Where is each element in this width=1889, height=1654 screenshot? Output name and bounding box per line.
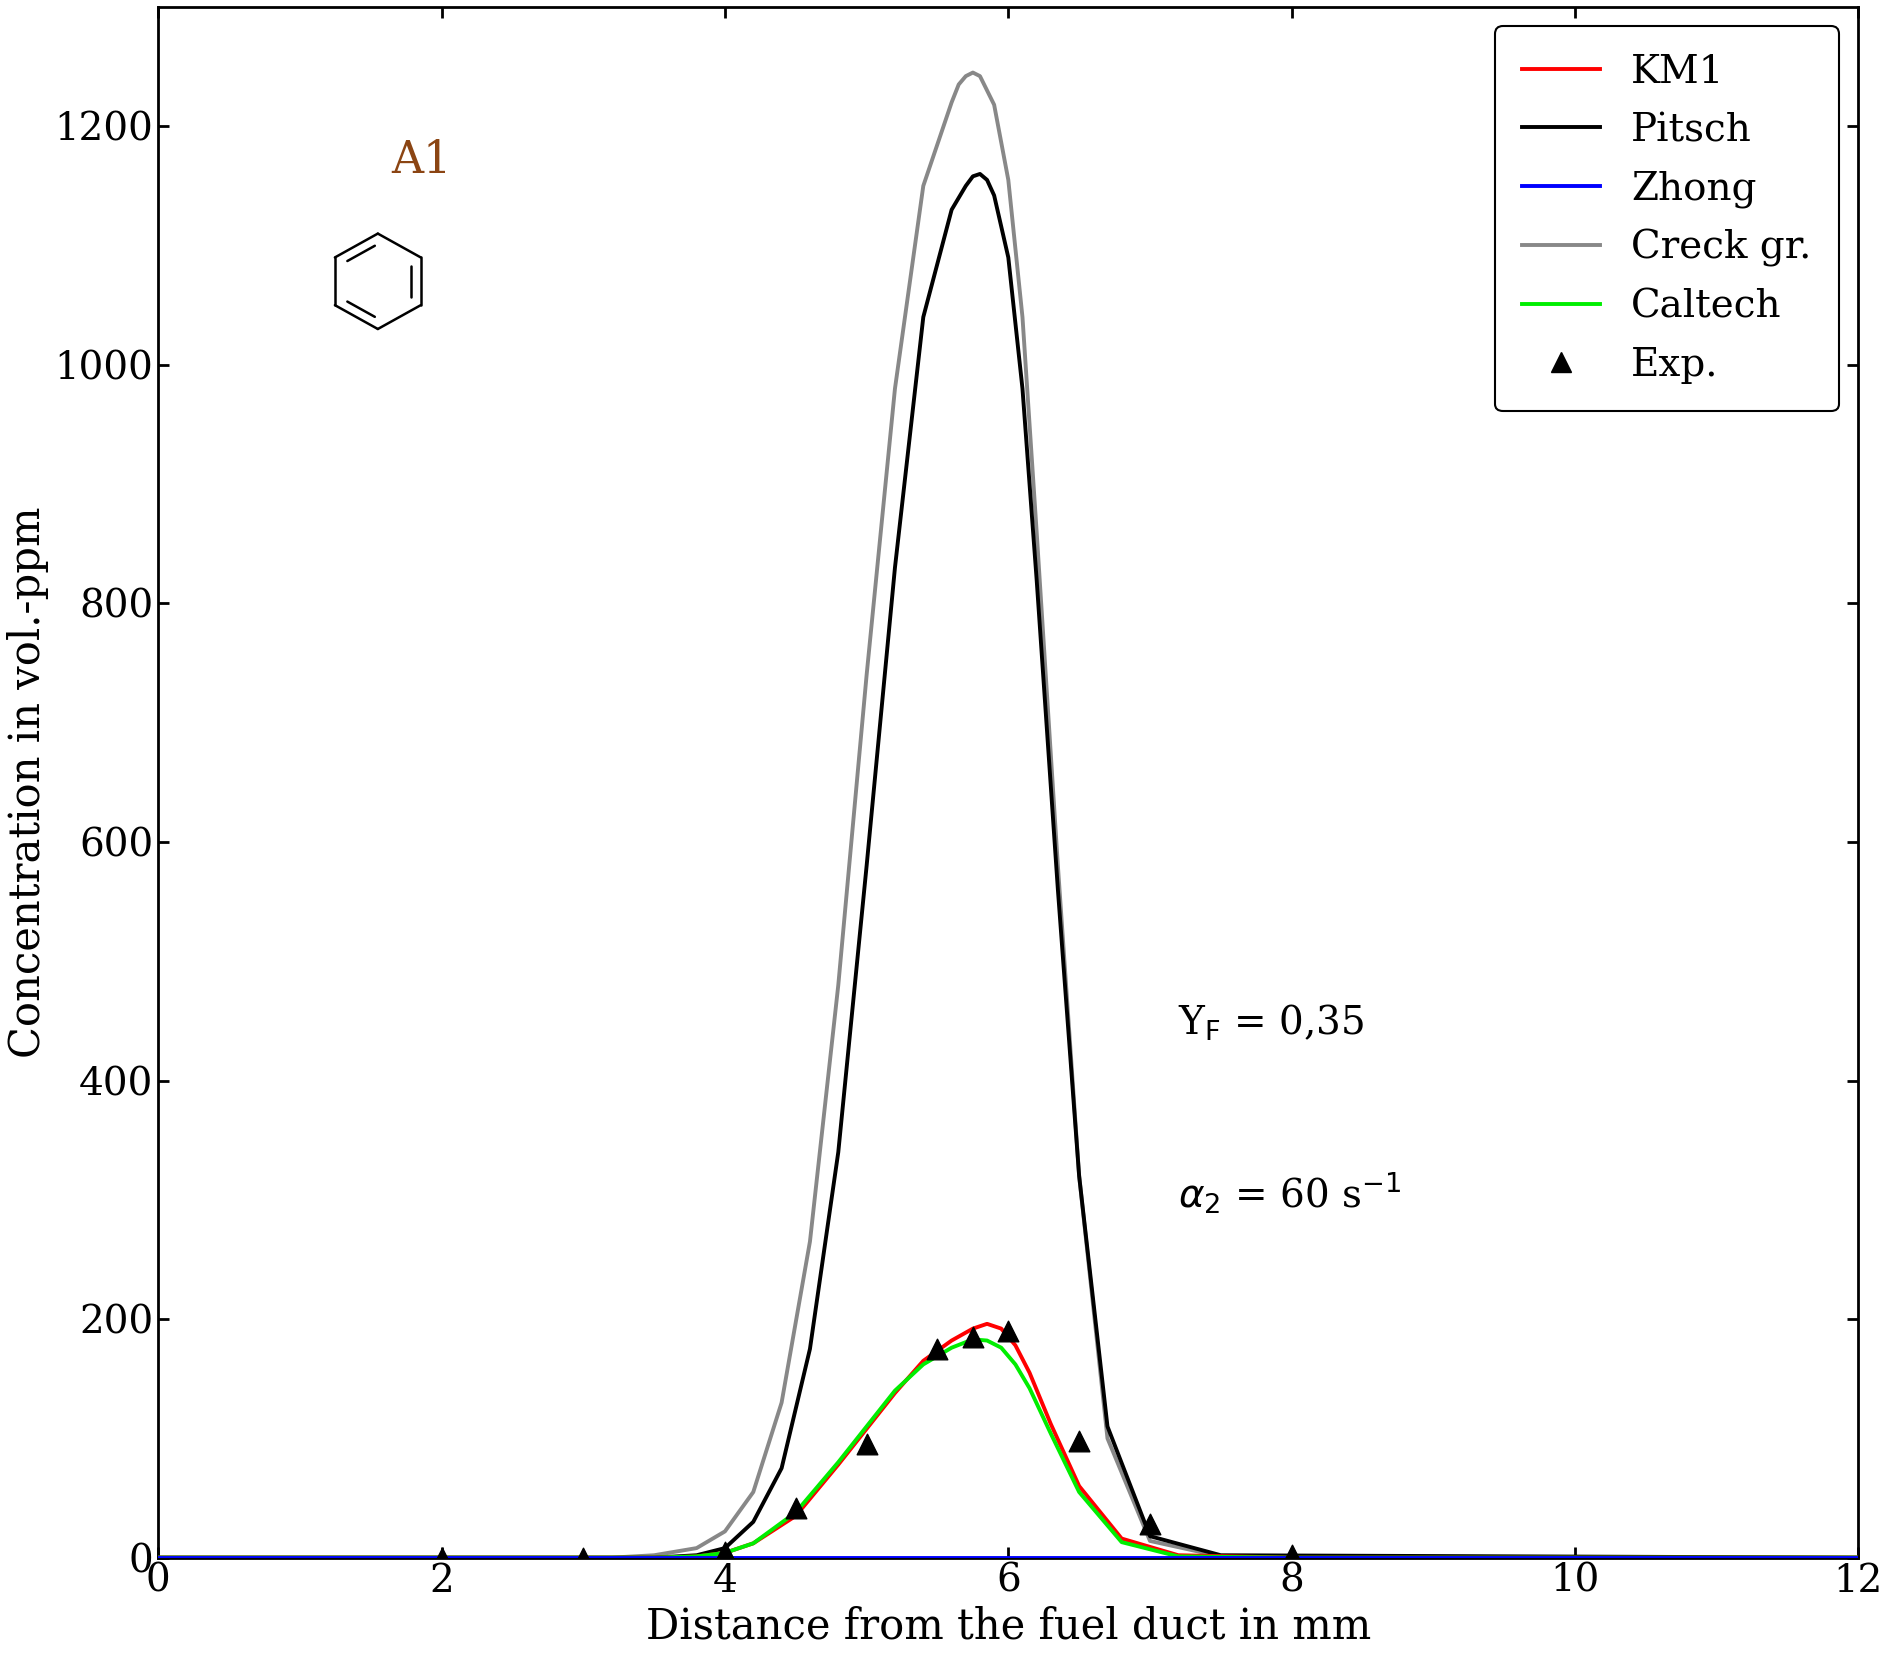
Point [1133,1512,1164,1538]
Point [852,1431,882,1457]
Point [1275,1542,1305,1568]
Point [958,1323,988,1350]
Point [780,1494,810,1520]
Point [710,1538,740,1565]
Legend: KM1, Pitsch, Zhong, Creck gr., Caltech, Exp.: KM1, Pitsch, Zhong, Creck gr., Caltech, … [1494,26,1838,412]
Point [1064,1427,1094,1454]
Text: A1: A1 [391,139,451,182]
Text: $\alpha_{2}$ = 60 s$^{-1}$: $\alpha_{2}$ = 60 s$^{-1}$ [1177,1171,1400,1216]
Point [569,1545,599,1571]
Point [992,1318,1022,1345]
Point [427,1545,457,1571]
X-axis label: Distance from the fuel duct in mm: Distance from the fuel duct in mm [646,1604,1370,1647]
Point [922,1336,952,1363]
Y-axis label: Concentration in vol.-ppm: Concentration in vol.-ppm [8,506,49,1059]
Text: Y$_{\mathrm{F}}$ = 0,35: Y$_{\mathrm{F}}$ = 0,35 [1177,1002,1364,1042]
